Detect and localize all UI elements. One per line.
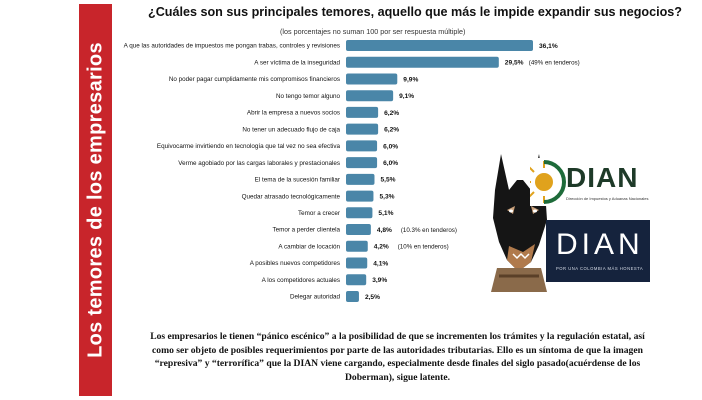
category-label: No tengo temor alguno <box>276 93 341 100</box>
value-label: 9,1% <box>399 93 414 100</box>
category-label: A los competidores actuales <box>262 277 340 284</box>
value-label: 5,1% <box>378 210 393 217</box>
side-banner: Los temores de los empresarios <box>79 4 112 396</box>
annotation-label: (49% en tenderos) <box>529 60 580 67</box>
bar <box>346 73 398 85</box>
value-label: 5,3% <box>379 193 394 200</box>
bar <box>346 123 379 135</box>
category-label: A ser víctima de la inseguridad <box>254 59 340 66</box>
bar <box>346 90 394 102</box>
dian-logo-text: DIAN <box>566 162 639 193</box>
value-label: 6,2% <box>384 127 399 134</box>
category-label: A que las autoridades de impuestos me po… <box>124 43 340 50</box>
category-label: Quedar atrasado tecnológicamente <box>242 193 341 200</box>
dian-logo-dark: DIAN POR UNA COLOMBIA MÁS HONESTA <box>546 220 650 282</box>
category-label: Abrir la empresa a nuevos socios <box>247 110 340 117</box>
dian-logo-dark-subtitle: POR UNA COLOMBIA MÁS HONESTA <box>556 266 644 271</box>
annotation-label: (10.3% en tenderos) <box>401 227 457 234</box>
chart-subtitle: (los porcentajes no suman 100 por ser re… <box>280 27 466 36</box>
bar <box>346 224 371 236</box>
bar <box>346 173 375 185</box>
category-label: Verme agobiado por las cargas laborales … <box>178 160 340 167</box>
dian-logo: DIAN Dirección de Impuestos y Aduanas Na… <box>526 158 652 206</box>
category-label: No tener un adecuado flujo de caja <box>242 126 340 133</box>
bar <box>346 290 359 302</box>
value-label: 2,5% <box>365 294 380 301</box>
value-label: 6,2% <box>384 110 399 117</box>
category-label: El tema de la sucesión familiar <box>255 177 340 184</box>
bar <box>346 240 368 252</box>
value-label: 4,8% <box>377 227 392 234</box>
bar <box>346 257 368 269</box>
category-label: Temor a perder clientela <box>272 227 340 234</box>
bar <box>346 40 533 51</box>
category-label: Equivocarme invirtiendo en tecnología qu… <box>157 143 341 150</box>
value-label: 4,1% <box>373 260 388 267</box>
dian-logo-subtitle: Dirección de Impuestos y Aduanas Naciona… <box>566 196 649 201</box>
value-label: 6,0% <box>383 160 398 167</box>
bar <box>346 274 367 286</box>
bar <box>346 106 379 118</box>
bar <box>346 190 374 202</box>
bar-chart: A que las autoridades de impuestos me po… <box>124 40 580 302</box>
value-label: 29,5% <box>505 60 524 67</box>
value-label: 36,1% <box>539 43 558 50</box>
bar <box>346 56 499 68</box>
value-label: 9,9% <box>403 76 418 83</box>
annotation-label: (10% en tenderos) <box>398 244 449 251</box>
category-label: No poder pagar cumplidamente mis comprom… <box>169 76 340 83</box>
dian-logo-dark-text: DIAN <box>556 228 644 261</box>
value-label: 6,0% <box>383 143 398 150</box>
bar <box>346 140 378 152</box>
bar <box>346 157 378 169</box>
value-label: 4,2% <box>374 244 389 251</box>
category-label: A cambiar de locación <box>278 243 340 250</box>
category-label: Delegar autoridad <box>290 294 341 301</box>
category-label: Temor a crecer <box>298 210 340 217</box>
value-label: 3,9% <box>372 277 387 284</box>
doberman-image <box>491 154 547 292</box>
footer-paragraph: Los empresarios le tienen “pánico escéni… <box>150 331 645 383</box>
chart-title: ¿Cuáles son sus principales temores, aqu… <box>148 5 682 19</box>
category-label: A posibles nuevos competidores <box>250 260 340 267</box>
bar <box>346 207 373 219</box>
value-label: 5,5% <box>380 177 395 184</box>
